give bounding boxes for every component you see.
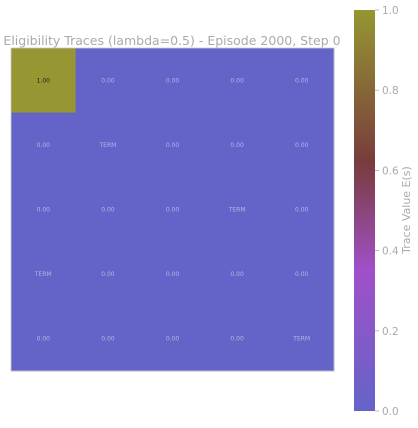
heatmap-cell xyxy=(140,48,206,114)
cell-value-label: 0.00 xyxy=(101,336,115,343)
cell-value-label: 1.00 xyxy=(37,77,51,84)
cell-value-label: TERM xyxy=(292,336,310,343)
cell-value-label: 0.00 xyxy=(166,77,180,84)
cell-value-label: 0.00 xyxy=(230,336,244,343)
cell-value-label: 0.00 xyxy=(166,207,180,214)
colorbar-tick-label: 0.6 xyxy=(382,165,399,177)
heatmap-cell xyxy=(75,306,141,372)
heatmap-cell xyxy=(204,177,270,243)
heatmap-cell-labels: 1.00 0.00 0.00 0.00 0.00 0.00 TERM 0.00 0.00 0.00… xyxy=(34,77,310,342)
heatmap-cell xyxy=(204,306,270,372)
heatmap-cell xyxy=(11,241,77,307)
colorbar xyxy=(354,10,375,411)
heatmap-cell xyxy=(140,241,206,307)
heatmap-cell xyxy=(269,112,335,178)
heatmap-cell xyxy=(11,177,77,243)
heatmap-cell xyxy=(269,241,335,307)
colorbar-tick-label: 0.2 xyxy=(382,326,399,338)
heatmap-cell xyxy=(269,306,335,372)
cell-value-label: 0.00 xyxy=(37,142,51,149)
heatmap-cell xyxy=(204,241,270,307)
cell-value-label: 0.00 xyxy=(166,142,180,149)
cell-value-label: 0.00 xyxy=(101,271,115,278)
heatmap-cells xyxy=(11,48,335,372)
cell-value-label: 0.00 xyxy=(295,142,309,149)
heatmap-cell xyxy=(140,112,206,178)
colorbar-tick-label: 0.0 xyxy=(382,406,399,418)
heatmap-cell xyxy=(75,177,141,243)
cell-value-label: 0.00 xyxy=(295,207,309,214)
colorbar-label: Trace Value E(s) xyxy=(400,166,413,255)
chart-title: Eligibility Traces (lambda=0.5) - Episod… xyxy=(3,33,340,48)
plot-frame xyxy=(10,47,335,372)
heatmap-cell xyxy=(11,112,77,178)
heatmap-cell xyxy=(269,48,335,114)
cell-value-label: 0.00 xyxy=(101,77,115,84)
heatmap-cell xyxy=(75,48,141,114)
cell-value-label: 0.00 xyxy=(230,142,244,149)
cell-value-label: TERM xyxy=(98,142,116,149)
cell-value-label: TERM xyxy=(34,271,52,278)
colorbar-tick-label: 0.4 xyxy=(382,246,399,258)
cell-value-label: 0.00 xyxy=(295,77,309,84)
cell-value-label: 0.00 xyxy=(166,271,180,278)
heatmap-cell xyxy=(140,306,206,372)
cell-value-label: 0.00 xyxy=(166,336,180,343)
colorbar-ticks: 0.0 0.2 0.4 0.6 0.8 1.0 xyxy=(375,5,399,418)
cell-value-label: 0.00 xyxy=(230,271,244,278)
cell-value-label: 0.00 xyxy=(295,271,309,278)
heatmap-cell xyxy=(75,112,141,178)
heatmap-cell xyxy=(204,112,270,178)
heatmap-cell xyxy=(269,177,335,243)
heatmap-cell xyxy=(11,306,77,372)
heatmap-cell xyxy=(140,177,206,243)
heatmap-cell xyxy=(75,241,141,307)
cell-value-label: 0.00 xyxy=(230,77,244,84)
cell-value-label: 0.00 xyxy=(37,336,51,343)
heatmap-cell xyxy=(204,48,270,114)
colorbar-tick-label: 1.0 xyxy=(382,5,399,17)
cell-value-label: 0.00 xyxy=(37,207,51,214)
colorbar-tick-label: 0.8 xyxy=(382,85,399,97)
cell-value-label: 0.00 xyxy=(101,207,115,214)
cell-value-label: TERM xyxy=(228,207,246,214)
heatmap-cell xyxy=(11,48,77,114)
